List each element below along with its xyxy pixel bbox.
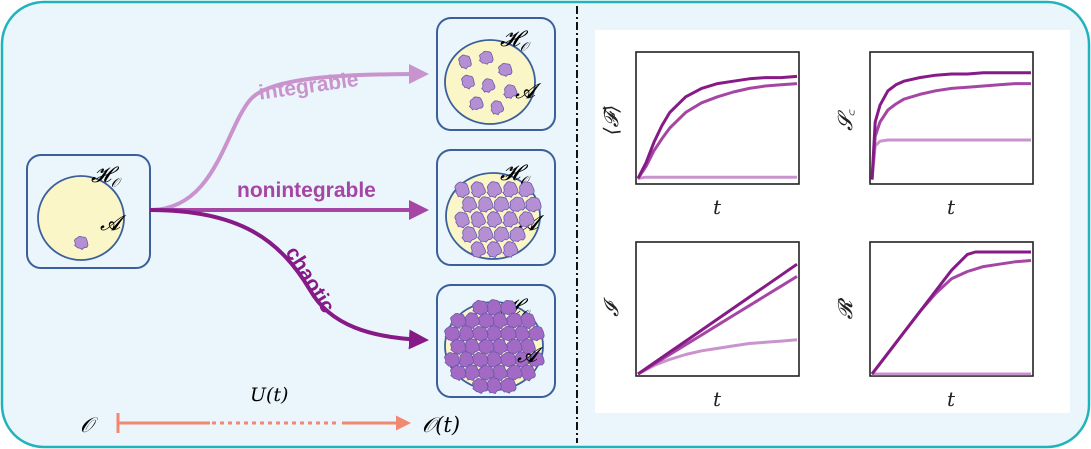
operator-blobs [444, 299, 545, 395]
operator-blob [492, 196, 510, 213]
chart-xlabel: t [713, 195, 722, 219]
chart-series-line [870, 138, 1031, 180]
operator-blob [499, 377, 517, 394]
operator-blob [464, 338, 481, 356]
chart-ylabel: ⟨𝓕⟩ [599, 105, 623, 135]
operator-blob [492, 226, 510, 243]
chart-axes-frame [635, 241, 800, 377]
chart-xlabel: t [947, 195, 956, 219]
operator-blob [472, 378, 489, 395]
operator-blob [470, 181, 486, 199]
chart-series-line [637, 338, 798, 376]
operator-blob [490, 100, 505, 116]
chart-series-line [636, 74, 798, 180]
operator-blob [502, 181, 519, 198]
operator-blob [450, 339, 467, 356]
operator-blob [502, 241, 519, 258]
operator-blob [454, 211, 470, 229]
chart-series-line [637, 275, 798, 376]
chart-ylabel: 𝓡 [833, 297, 857, 319]
operator-blob [499, 325, 517, 342]
operator-blob [508, 226, 526, 243]
operator-blob [497, 62, 513, 77]
operator-blobs [454, 181, 542, 259]
operator-blob [477, 312, 495, 329]
operator-blob [461, 74, 475, 90]
operator-blob [505, 312, 523, 329]
operator-blob [492, 364, 508, 382]
operator-blob [520, 364, 536, 382]
operator-blob [476, 226, 494, 243]
operator-blob [517, 211, 535, 228]
operator-blob [468, 96, 484, 111]
chart-series-line [870, 250, 1031, 375]
operator-blob [520, 312, 536, 330]
chart-4: 𝓡t [833, 241, 1034, 411]
operator-blob [505, 364, 523, 381]
operator-blob [505, 338, 523, 355]
operator-blob [461, 226, 478, 244]
operator-blob [492, 312, 508, 330]
operator-blob [73, 236, 89, 251]
operator-blob [508, 196, 526, 213]
operator-subspace-ellipse [37, 175, 125, 261]
operator-blob [470, 211, 486, 229]
operator-blob [464, 364, 481, 382]
operator-blob [486, 181, 503, 199]
chart-3: 𝓘t [599, 241, 800, 411]
operator-blobs [458, 50, 518, 116]
operator-blob [464, 312, 481, 330]
operator-blob [520, 338, 536, 356]
operator-blob [450, 313, 467, 330]
operator-blob [461, 196, 478, 214]
operator-blob [476, 196, 494, 213]
chart-xlabel: t [947, 387, 956, 411]
initial-state-box: 𝓗𝒪 𝓐 [26, 154, 151, 269]
evolved-operator-label: 𝒪(t) [422, 413, 460, 437]
integrable-arrow [149, 64, 429, 212]
operator-blob [502, 84, 518, 99]
chart-series-line [637, 175, 797, 180]
chart-series-line [637, 262, 798, 376]
chaotic-arrow [149, 208, 429, 350]
operator-blob [480, 78, 496, 93]
integrable-state-box: 𝓗𝒪 𝓐 [436, 17, 556, 131]
nonintegrable-label: nonintegrable [237, 179, 376, 202]
operator-blob [524, 196, 542, 213]
operator-blob [517, 181, 535, 198]
operator-blobs [73, 236, 89, 251]
nonintegrable-state-box: 𝓗𝒪 𝓐 [436, 149, 556, 266]
operator-blob [499, 299, 517, 316]
operator-blob [477, 338, 495, 355]
operator-blob [450, 365, 467, 382]
operator-blob [470, 241, 486, 259]
operator-blob [486, 211, 503, 229]
chart-ylabel: 𝓢꜀ [833, 108, 857, 130]
operator-blob [527, 325, 545, 342]
operator-blob [478, 50, 494, 65]
operator-blob [486, 377, 503, 395]
chart-series-line [870, 82, 1031, 180]
operator-blob [477, 364, 495, 381]
chaotic-state-box: 𝓗𝒪 𝓐 [436, 284, 556, 398]
operator-blob [492, 338, 508, 356]
chart-2: 𝓢꜀ t [833, 51, 1034, 219]
chart-series-line [870, 71, 1031, 180]
operator-blob [527, 351, 545, 368]
operator-blob [454, 181, 470, 199]
evolution-operator-label: U(t) [250, 384, 288, 406]
operator-blob [499, 351, 517, 368]
chart-series-line [636, 82, 798, 180]
operator-blob [502, 211, 519, 228]
chart-axes-frame [635, 51, 800, 185]
operator-blob [486, 241, 503, 259]
chart-xlabel: t [713, 387, 722, 411]
operator-blob [458, 54, 472, 70]
chart-1: ⟨𝓕⟩ t [599, 51, 800, 219]
